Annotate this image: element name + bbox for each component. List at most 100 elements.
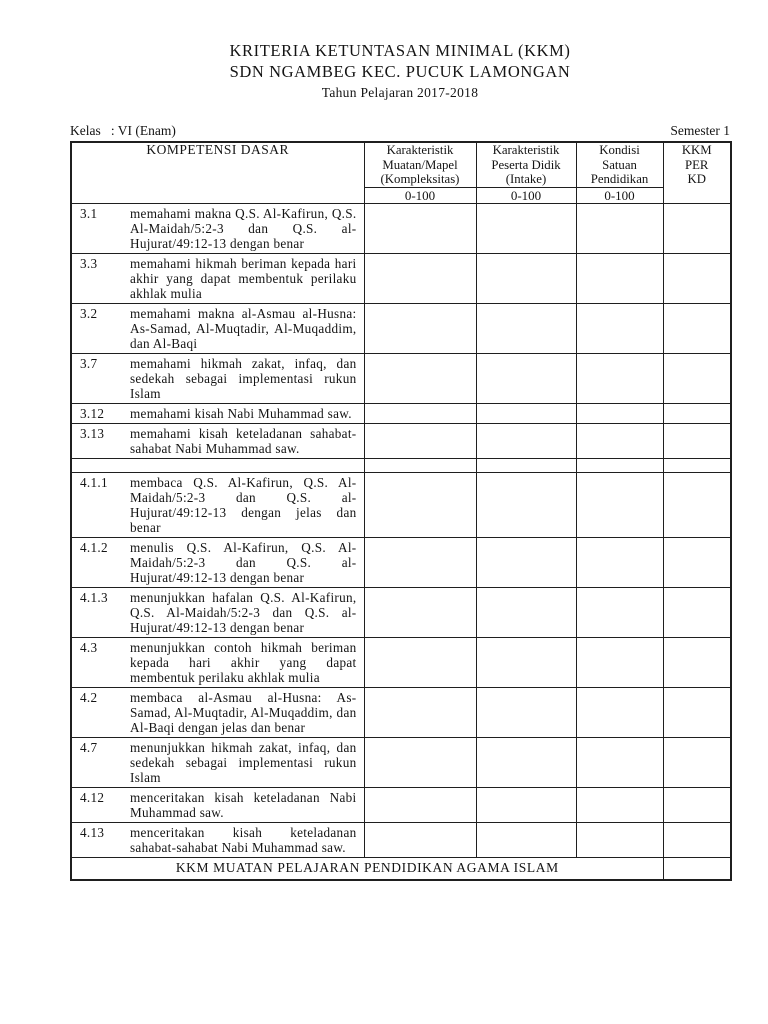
intake-cell <box>475 402 577 424</box>
range-kompleksitas: 0-100 <box>363 186 477 204</box>
table-row: 4.1.3 menunjukkan hafalan Q.S. Al-Kafiru… <box>70 586 732 638</box>
kd-description <box>130 459 363 463</box>
intake-cell <box>475 252 577 304</box>
kompleksitas-cell <box>363 471 477 538</box>
footer-kkm-cell <box>662 856 732 880</box>
kd-description: membaca Q.S. Al-Kafirun, Q.S. Al-Maidah/… <box>130 474 357 535</box>
range-satuan-pendidikan: 0-100 <box>575 186 664 204</box>
footer-label: KKM MUATAN PELAJARAN PENDIDIKAN AGAMA IS… <box>70 856 664 880</box>
kompleksitas-cell <box>363 536 477 588</box>
kkm-per-kd-cell <box>662 786 732 823</box>
table-row: 4.1.1 membaca Q.S. Al-Kafirun, Q.S. Al-M… <box>70 471 732 538</box>
table-row: 3.2 memahami makna al-Asmau al-Husna: As… <box>70 302 732 354</box>
table-row: 3.12 memahami kisah Nabi Muhammad saw. <box>70 402 732 424</box>
kkm-per-kd-cell <box>662 686 732 738</box>
intake-cell <box>475 352 577 404</box>
table-row: 4.12 menceritakan kisah keteladanan Nabi… <box>70 786 732 823</box>
kd-code: 3.3 <box>80 255 98 271</box>
kkm-table-body: 3.1 memahami makna Q.S. Al-Kafirun, Q.S.… <box>70 202 732 858</box>
kd-description: memahami kisah keteladanan sahabat-sahab… <box>130 425 357 456</box>
kd-code: 3.1 <box>80 205 98 221</box>
intake-cell <box>475 786 577 823</box>
kd-code: 4.13 <box>80 824 105 840</box>
table-row: 4.3 menunjukkan contoh hikmah beriman ke… <box>70 636 732 688</box>
kd-description: memahami hikmah beriman kepada hari akhi… <box>130 255 357 301</box>
kd-description: menunjukkan contoh hikmah beriman kepada… <box>130 639 357 685</box>
satuan-pendidikan-cell <box>575 302 664 354</box>
satuan-pendidikan-cell <box>575 686 664 738</box>
kkm-per-kd-cell <box>662 586 732 638</box>
intake-cell <box>475 536 577 588</box>
kd-code: 4.2 <box>80 689 98 705</box>
kd-code: 4.12 <box>80 789 105 805</box>
kd-code: 3.2 <box>80 305 98 321</box>
kompetensi-cell: 4.7 menunjukkan hikmah zakat, infaq, dan… <box>70 736 365 788</box>
satuan-pendidikan-cell <box>575 457 664 473</box>
academic-year: Tahun Pelajaran 2017-2018 <box>321 85 479 100</box>
satuan-pendidikan-cell <box>575 422 664 459</box>
header-kondisi-satuan: Kondisi Satuan Pendidikan <box>575 141 664 188</box>
kompetensi-cell: 4.1.3 menunjukkan hafalan Q.S. Al-Kafiru… <box>70 586 365 638</box>
kompleksitas-cell <box>363 786 477 823</box>
satuan-pendidikan-cell <box>575 821 664 858</box>
meta-row: Kelas : VI (Enam) Semester 1 <box>70 123 730 139</box>
kd-code: 3.12 <box>80 405 105 421</box>
satuan-pendidikan-cell <box>575 402 664 424</box>
kkm-per-kd-cell <box>662 402 732 424</box>
header-karakteristik-muatan: Karakteristik Muatan/Mapel (Kompleksitas… <box>363 141 477 188</box>
satuan-pendidikan-cell <box>575 536 664 588</box>
table-row: 3.1 memahami makna Q.S. Al-Kafirun, Q.S.… <box>70 202 732 254</box>
kompetensi-cell: 3.1 memahami makna Q.S. Al-Kafirun, Q.S.… <box>70 202 365 254</box>
kkm-per-kd-cell <box>662 422 732 459</box>
kompetensi-cell: 3.2 memahami makna al-Asmau al-Husna: As… <box>70 302 365 354</box>
school-name: SDN NGAMBEG KEC. PUCUK LAMONGAN <box>229 62 571 81</box>
header-kkm-per-kd: KKM PER KD <box>662 141 732 204</box>
header-kompetensi-dasar: KOMPETENSI DASAR <box>70 141 365 204</box>
kd-code <box>72 459 130 463</box>
satuan-pendidikan-cell <box>575 586 664 638</box>
kd-description: membaca al-Asmau al-Husna: As-Samad, Al-… <box>130 689 357 735</box>
intake-cell <box>475 457 577 473</box>
intake-cell <box>475 422 577 459</box>
intake-cell <box>475 586 577 638</box>
satuan-pendidikan-cell <box>575 786 664 823</box>
kkm-per-kd-cell <box>662 536 732 588</box>
intake-cell <box>475 736 577 788</box>
kkm-table-header: KOMPETENSI DASAR Karakteristik Muatan/Ma… <box>70 141 732 204</box>
table-row: 3.3 memahami hikmah beriman kepada hari … <box>70 252 732 304</box>
satuan-pendidikan-cell <box>575 352 664 404</box>
intake-cell <box>475 636 577 688</box>
intake-cell <box>475 202 577 254</box>
satuan-pendidikan-cell <box>575 202 664 254</box>
kd-code: 4.1.3 <box>80 589 108 605</box>
kkm-per-kd-cell <box>662 821 732 858</box>
kkm-table-footer: KKM MUATAN PELAJARAN PENDIDIKAN AGAMA IS… <box>70 856 732 880</box>
kompetensi-cell: 4.12 menceritakan kisah keteladanan Nabi… <box>70 786 365 823</box>
kompleksitas-cell <box>363 252 477 304</box>
kkm-per-kd-cell <box>662 352 732 404</box>
satuan-pendidikan-cell <box>575 252 664 304</box>
kd-code: 3.7 <box>80 355 98 371</box>
range-intake: 0-100 <box>475 186 577 204</box>
kompleksitas-cell <box>363 736 477 788</box>
kd-description: memahami makna al-Asmau al-Husna: As-Sam… <box>130 305 357 351</box>
kompleksitas-cell <box>363 636 477 688</box>
kompetensi-cell: 3.3 memahami hikmah beriman kepada hari … <box>70 252 365 304</box>
table-row: 4.2 membaca al-Asmau al-Husna: As-Samad,… <box>70 686 732 738</box>
kkm-table: KOMPETENSI DASAR Karakteristik Muatan/Ma… <box>70 141 732 881</box>
kompetensi-cell: 4.3 menunjukkan contoh hikmah beriman ke… <box>70 636 365 688</box>
kkm-per-kd-cell <box>662 202 732 254</box>
class-label: Kelas : VI (Enam) <box>70 123 176 138</box>
kd-description: menceritakan kisah keteladanan Nabi Muha… <box>130 789 357 820</box>
kkm-per-kd-cell <box>662 302 732 354</box>
satuan-pendidikan-cell <box>575 471 664 538</box>
kompleksitas-cell <box>363 422 477 459</box>
kompetensi-cell: 4.13 menceritakan kisah keteladanan saha… <box>70 821 365 858</box>
kd-description: memahami kisah Nabi Muhammad saw. <box>130 405 352 421</box>
kompleksitas-cell <box>363 586 477 638</box>
kd-description: menunjukkan hafalan Q.S. Al-Kafirun, Q.S… <box>130 589 357 635</box>
kompleksitas-cell <box>363 457 477 473</box>
kompleksitas-cell <box>363 686 477 738</box>
intake-cell <box>475 302 577 354</box>
intake-cell <box>475 686 577 738</box>
